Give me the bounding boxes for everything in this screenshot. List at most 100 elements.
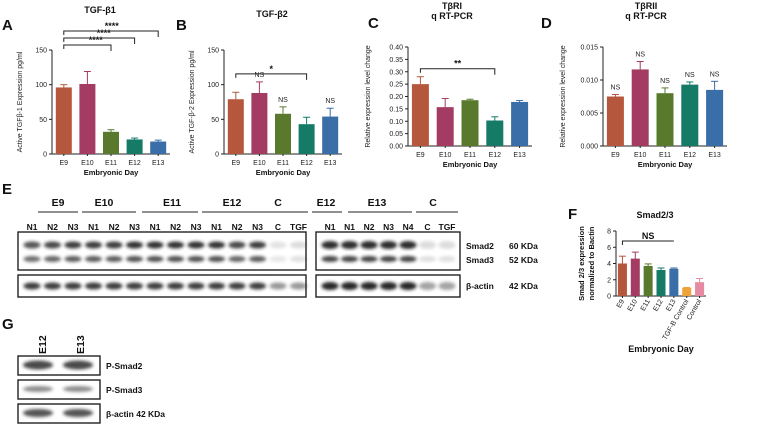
blot-band — [187, 282, 205, 290]
significance-bracket — [63, 37, 136, 44]
bar — [275, 113, 291, 154]
bar — [630, 258, 640, 296]
blot-lane-label: N2 — [170, 222, 181, 232]
chart-title: TGF-β1 — [84, 5, 116, 15]
blot-day-label: E12 — [317, 197, 336, 209]
significance-label: NS — [255, 72, 265, 79]
blot-membrane-smad-right — [315, 231, 461, 271]
blot-band — [228, 282, 246, 290]
bar — [656, 270, 666, 296]
chart-title: TGF-β2 — [256, 9, 288, 19]
blot-lane-label: N4 — [403, 222, 414, 232]
x-axis-label: Embryonic Day — [638, 160, 693, 169]
blot-day-label: C — [429, 197, 437, 209]
blot-band — [380, 241, 397, 249]
significance-stars: NS — [642, 231, 655, 241]
blot-band — [208, 282, 225, 290]
blot-band — [360, 256, 378, 262]
bar — [298, 124, 315, 154]
chart-title: Smad2/3 — [636, 210, 673, 220]
blot-band — [249, 256, 266, 262]
bar — [486, 120, 504, 146]
bar — [461, 100, 479, 146]
y-tick-label: 0.00 — [389, 144, 403, 151]
blot-band — [23, 256, 41, 262]
y-tick-label: 8 — [607, 229, 611, 236]
blot-day-label: E11 — [163, 197, 181, 209]
blot-size-label: 52 KDa — [509, 255, 538, 265]
blot-band — [63, 386, 93, 392]
x-tick-label: E11 — [105, 160, 117, 167]
blot-band — [208, 256, 225, 262]
panel-label-b: B — [176, 17, 187, 34]
blot-g-protein-label: P-Smad3 — [106, 385, 143, 395]
chart-title: TβRII — [635, 1, 658, 11]
blot-lane-label: N2 — [47, 222, 58, 232]
bar — [55, 87, 72, 154]
y-tick-label: 0.20 — [389, 94, 403, 101]
blot-band — [63, 409, 93, 417]
chart-title: TβRI — [442, 1, 462, 11]
y-tick-label: 6 — [607, 245, 611, 252]
significance-stars: **** — [105, 21, 120, 31]
y-tick-label: 150 — [207, 48, 219, 55]
significance-bracket — [235, 73, 308, 80]
y-axis-label: Relative expression level change — [365, 45, 372, 147]
bar — [436, 107, 454, 146]
blot-lane-label: N1 — [27, 222, 38, 232]
bar — [322, 116, 339, 154]
blot-band — [438, 241, 456, 249]
bar — [682, 287, 692, 296]
x-tick-label: TGF-B Control — [662, 298, 691, 341]
x-tick-label: E11 — [640, 298, 652, 312]
blot-band — [290, 241, 307, 249]
blot-band — [438, 282, 456, 290]
blot-lane-label: N1 — [325, 222, 336, 232]
x-tick-label: E13 — [665, 298, 677, 312]
significance-bracket — [63, 30, 159, 37]
bar — [695, 282, 705, 296]
y-tick-label: 0.30 — [389, 69, 403, 76]
blot-lane-label: N1 — [211, 222, 222, 232]
y-tick-label: 0.35 — [389, 57, 403, 64]
blot-g-membrane-psmad3 — [17, 379, 101, 400]
blot-band — [64, 241, 82, 249]
chart-subtitle: q RT-PCR — [625, 11, 667, 21]
y-tick-label: 2 — [607, 277, 611, 284]
y-tick-label: 0.015 — [580, 45, 598, 52]
blot-band — [321, 241, 339, 249]
blot-band — [380, 256, 397, 262]
bar — [126, 139, 143, 154]
blot-lane-label: N3 — [252, 222, 263, 232]
y-tick-label: 0.005 — [580, 111, 598, 118]
x-axis-label: Embryonic Day — [443, 160, 498, 169]
y-tick-label: 0.05 — [389, 131, 403, 138]
blot-band — [341, 256, 358, 262]
panel-label-e: E — [2, 181, 12, 198]
y-axis-label: normalized to Bactin — [587, 226, 596, 300]
bar — [79, 83, 96, 154]
bar — [617, 263, 627, 296]
blot-band — [44, 241, 61, 249]
x-tick-label: E10 — [634, 152, 647, 159]
blot-band — [341, 282, 358, 290]
blot-band — [269, 282, 287, 290]
blot-band — [23, 282, 41, 290]
bar — [606, 96, 624, 146]
y-tick-label: 0 — [607, 294, 611, 301]
blot-lane-label: N2 — [109, 222, 120, 232]
bar — [643, 265, 653, 296]
blot-band — [187, 241, 205, 249]
blot-band — [23, 241, 41, 249]
blot-g-lane-e13: E13 — [75, 335, 87, 354]
blot-band — [146, 282, 164, 290]
y-tick-label: 0.15 — [389, 106, 403, 113]
blot-band — [208, 241, 225, 249]
x-tick-label: E10 — [81, 160, 94, 167]
blot-lane-label: C — [275, 222, 281, 232]
y-tick-label: 0 — [43, 152, 47, 159]
y-tick-label: 0.010 — [580, 78, 598, 85]
x-tick-label: E12 — [489, 152, 502, 159]
